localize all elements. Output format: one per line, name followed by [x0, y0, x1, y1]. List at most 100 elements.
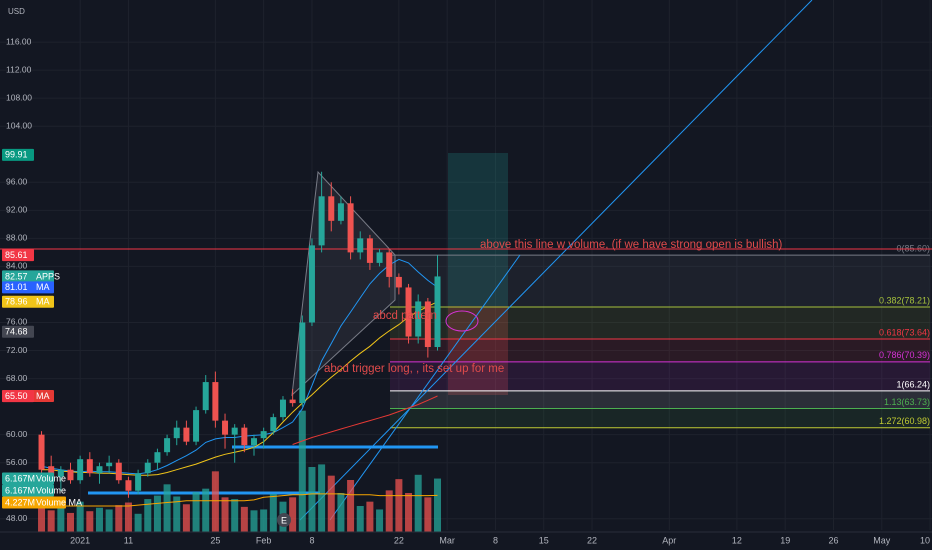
price-badge: 82.57 APPS — [2, 270, 60, 283]
volume-ma — [41, 493, 438, 507]
volume-bar — [163, 484, 171, 532]
x-tick-label: 22 — [587, 535, 597, 545]
y-tick-label: 88.00 — [6, 233, 28, 243]
candle-body — [251, 438, 258, 446]
earnings-label: E — [281, 515, 287, 525]
y-tick-label: 72.00 — [6, 345, 28, 355]
volume-bar — [47, 510, 55, 532]
candle-body — [106, 462, 113, 467]
moving-averages — [41, 258, 438, 476]
volume-bar — [211, 471, 219, 532]
candle-body — [96, 466, 103, 474]
fib-label: 1.272(60.98) — [879, 416, 930, 426]
volume-bar — [231, 499, 239, 532]
volume-bar — [424, 497, 432, 532]
moving-average — [41, 258, 438, 475]
fib-label: 1(66.24) — [896, 379, 930, 389]
candle-body — [154, 452, 161, 463]
y-tick-label: 84.00 — [6, 261, 28, 271]
volume-bar — [318, 464, 326, 532]
candle-body — [212, 382, 219, 421]
candle-body — [48, 466, 55, 477]
candle-body — [135, 473, 142, 491]
candle-body — [77, 459, 84, 481]
fib-label: 0.786(70.39) — [879, 350, 930, 360]
candle-body — [241, 427, 248, 446]
volume-bar — [327, 475, 335, 532]
volume-bar — [173, 496, 181, 532]
badge-label: 99.91 — [5, 150, 28, 160]
candle-body — [415, 301, 422, 337]
badge-bg — [2, 325, 34, 338]
x-tick-label: 8 — [493, 535, 498, 545]
candle-body — [289, 399, 296, 404]
candle-body — [270, 417, 277, 432]
volume-bar — [95, 507, 103, 532]
candle-body — [164, 438, 171, 453]
candle-body — [57, 469, 64, 477]
volume-bar — [134, 513, 142, 532]
volume-bar — [192, 492, 200, 532]
volume-bar — [385, 490, 393, 532]
candle-body — [38, 434, 45, 470]
volume-bar — [434, 478, 442, 532]
fib-band — [390, 390, 930, 409]
candle-body — [67, 469, 74, 481]
earnings-marker[interactable] — [277, 513, 291, 527]
y-tick-label: 112.00 — [6, 64, 32, 74]
badge-bg — [2, 249, 34, 262]
badge-label: 78.96 — [5, 297, 28, 307]
fibonacci: 0(85.60)0.382(78.21)0.618(73.64)0.786(70… — [390, 244, 930, 429]
candle-body — [337, 203, 344, 221]
x-tick-label: 10 — [920, 535, 930, 545]
candle-body — [144, 462, 151, 474]
candle-body — [318, 196, 325, 246]
fib-band — [390, 255, 930, 307]
candle-body — [386, 252, 393, 277]
trend-line — [329, 254, 521, 521]
y-tick-label: 60.00 — [6, 429, 28, 439]
volume-bar — [405, 493, 413, 532]
volume-bar — [366, 501, 374, 532]
badge-tag: MA — [36, 391, 50, 401]
volume-bar — [67, 512, 75, 532]
y-tick-label: 92.00 — [6, 205, 28, 215]
x-tick-label: 22 — [394, 535, 404, 545]
badge-label: 65.50 — [5, 391, 28, 401]
x-tick-label: 19 — [780, 535, 790, 545]
badge-tag: Volume — [36, 485, 66, 495]
volume-bar — [289, 497, 297, 532]
candle-body — [328, 196, 335, 221]
x-tick-label: 15 — [539, 535, 549, 545]
x-tick-label: 12 — [732, 535, 742, 545]
fib-band — [390, 339, 930, 362]
grid — [0, 0, 932, 530]
badge-bg — [2, 496, 66, 509]
candle-body — [279, 399, 286, 418]
annotation: abcd pattern — [373, 310, 437, 322]
badge-tag: Volume MA — [36, 497, 82, 507]
badge-bg — [2, 390, 34, 403]
moving-average — [41, 301, 438, 476]
badge-tag: Volume — [36, 473, 66, 483]
x-tick-label: 25 — [210, 535, 220, 545]
price-badge: 99.91 — [2, 148, 34, 161]
badge-bg — [2, 484, 54, 497]
x-tick-label: 26 — [828, 535, 838, 545]
annotation: above this line w volume, (if we have st… — [480, 239, 783, 251]
volume-bar — [376, 509, 384, 532]
candles — [38, 171, 441, 498]
volume-bar — [202, 488, 210, 532]
volume-bar — [298, 410, 306, 532]
x-tick-label: Mar — [439, 535, 455, 545]
badge-tag: MA — [36, 297, 50, 307]
price-badge: 6.167M Volume — [2, 484, 66, 497]
badge-label: 6.167M — [5, 473, 35, 483]
y-tick-label: 76.00 — [6, 317, 28, 327]
volume-bar — [124, 502, 132, 532]
trend-line — [299, 0, 813, 521]
candle-body — [202, 382, 209, 411]
fib-label: 1.13(63.73) — [884, 397, 930, 407]
x-tick-label: Feb — [256, 535, 272, 545]
y-tick-label: 48.00 — [6, 513, 28, 523]
